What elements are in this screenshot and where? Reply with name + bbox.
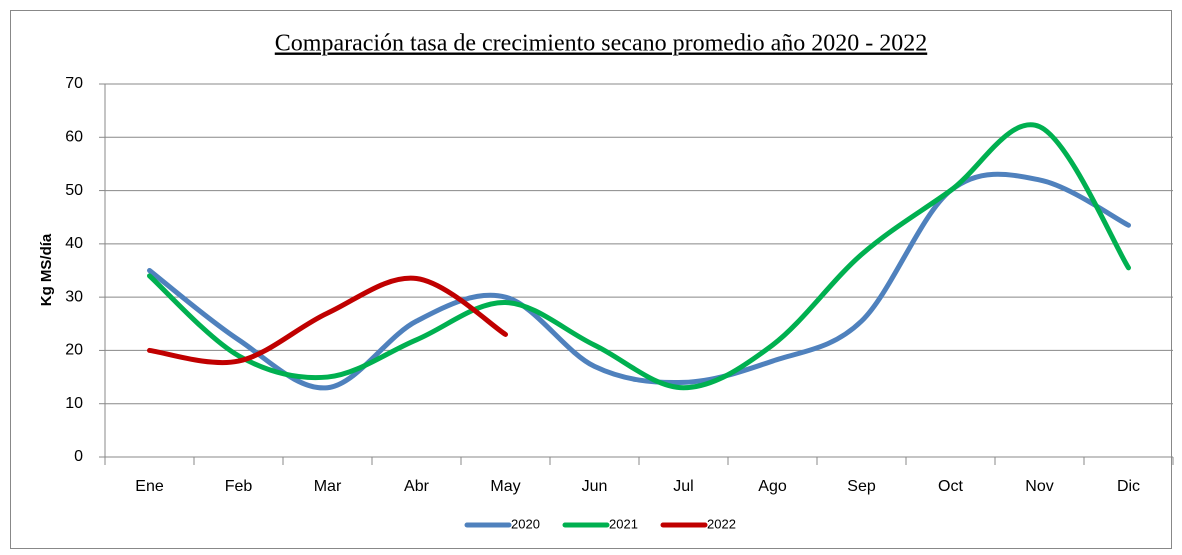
x-tick-label: Dic [1117,478,1140,495]
series-line [147,122,1131,391]
y-tick-label: 20 [65,342,83,359]
x-tick-label: Oct [938,478,963,495]
chart-title: Comparación tasa de crecimiento secano p… [275,31,927,57]
y-tick-label: 10 [65,395,83,412]
y-tick-label: 40 [65,235,83,252]
y-tick-label: 50 [65,182,83,199]
x-tick-label: Jul [673,478,693,495]
x-tick-label: Jun [582,478,608,495]
x-tick-label: Abr [404,478,430,495]
x-tick-label: Mar [314,478,342,495]
x-tick-label: Feb [225,478,253,495]
series-line [147,275,508,366]
y-tick-label: 30 [65,288,83,305]
x-tick-label: Nov [1025,478,1053,495]
legend-label: 2020 [511,516,540,531]
y-axis-label: Kg MS/día [38,233,55,306]
x-tick-label: May [490,478,520,495]
x-tick-label: Ago [758,478,787,495]
chart-border [10,10,1172,549]
legend-label: 2022 [707,516,736,531]
y-tick-label: 0 [74,448,83,465]
legend-label: 2021 [609,516,638,531]
x-tick-label: Sep [847,478,876,495]
y-tick-label: 60 [65,129,83,146]
y-tick-label: 70 [65,75,83,92]
x-tick-label: Ene [135,478,164,495]
